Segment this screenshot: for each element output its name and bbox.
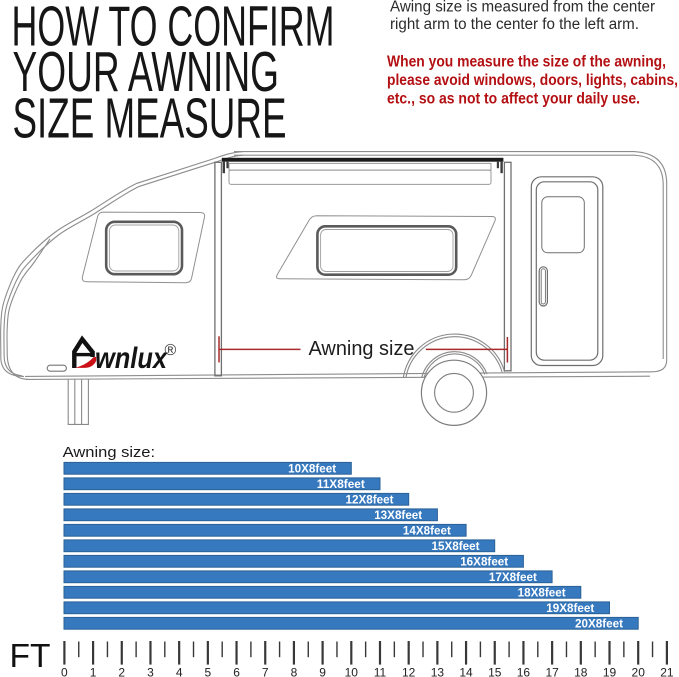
svg-text:14X8feet: 14X8feet xyxy=(403,524,451,538)
svg-text:11: 11 xyxy=(374,666,387,677)
svg-text:YOUR AWNING: YOUR AWNING xyxy=(13,40,280,104)
svg-text:right arm to the center fo the: right arm to the center fo the left arm. xyxy=(390,16,639,33)
svg-text:9: 9 xyxy=(319,666,326,677)
svg-text:13X8feet: 13X8feet xyxy=(374,508,422,522)
svg-text:8: 8 xyxy=(291,666,298,677)
svg-text:When you measure the size of t: When you measure the size of the awning, xyxy=(387,54,666,71)
svg-text:19X8feet: 19X8feet xyxy=(546,601,594,615)
svg-text:20: 20 xyxy=(632,666,646,677)
svg-text:16: 16 xyxy=(517,666,531,677)
svg-text:HOW TO CONFIRM: HOW TO CONFIRM xyxy=(12,0,335,58)
svg-text:Awning size: Awning size xyxy=(309,338,415,360)
svg-text:5: 5 xyxy=(205,666,212,677)
svg-text:12X8feet: 12X8feet xyxy=(346,493,394,507)
svg-text:please avoid windows, doors, l: please avoid windows, doors, lights, cab… xyxy=(387,72,678,89)
svg-text:19: 19 xyxy=(603,666,617,677)
svg-text:17X8feet: 17X8feet xyxy=(489,570,537,584)
svg-text:etc., so as not to affect your: etc., so as not to affect your daily use… xyxy=(387,90,640,107)
svg-text:10: 10 xyxy=(345,666,359,677)
svg-text:17: 17 xyxy=(545,666,559,677)
svg-text:12: 12 xyxy=(402,666,416,677)
svg-text:15: 15 xyxy=(488,666,502,677)
svg-text:wnlux: wnlux xyxy=(95,342,168,375)
svg-text:20X8feet: 20X8feet xyxy=(575,617,623,631)
svg-text:18X8feet: 18X8feet xyxy=(518,586,566,600)
svg-text:0: 0 xyxy=(61,666,68,677)
svg-text:16X8feet: 16X8feet xyxy=(460,555,508,569)
svg-text:21: 21 xyxy=(660,666,674,677)
svg-text:Awning size:: Awning size: xyxy=(63,444,155,461)
svg-text:FT: FT xyxy=(10,638,51,675)
svg-text:®: ® xyxy=(165,342,177,359)
svg-text:2: 2 xyxy=(118,666,125,677)
svg-text:13: 13 xyxy=(431,666,445,677)
svg-text:15X8feet: 15X8feet xyxy=(432,539,480,553)
svg-text:14: 14 xyxy=(459,666,473,677)
svg-text:10X8feet: 10X8feet xyxy=(288,462,336,476)
svg-text:SIZE MEASURE: SIZE MEASURE xyxy=(13,86,287,150)
svg-text:11X8feet: 11X8feet xyxy=(317,477,365,491)
svg-text:3: 3 xyxy=(147,666,154,677)
svg-text:18: 18 xyxy=(574,666,588,677)
svg-text:4: 4 xyxy=(176,666,183,677)
svg-text:6: 6 xyxy=(233,666,240,677)
svg-text:Awing size is measured from th: Awing size is measured from the center xyxy=(390,0,655,16)
svg-text:1: 1 xyxy=(90,666,97,677)
svg-text:7: 7 xyxy=(262,666,269,677)
